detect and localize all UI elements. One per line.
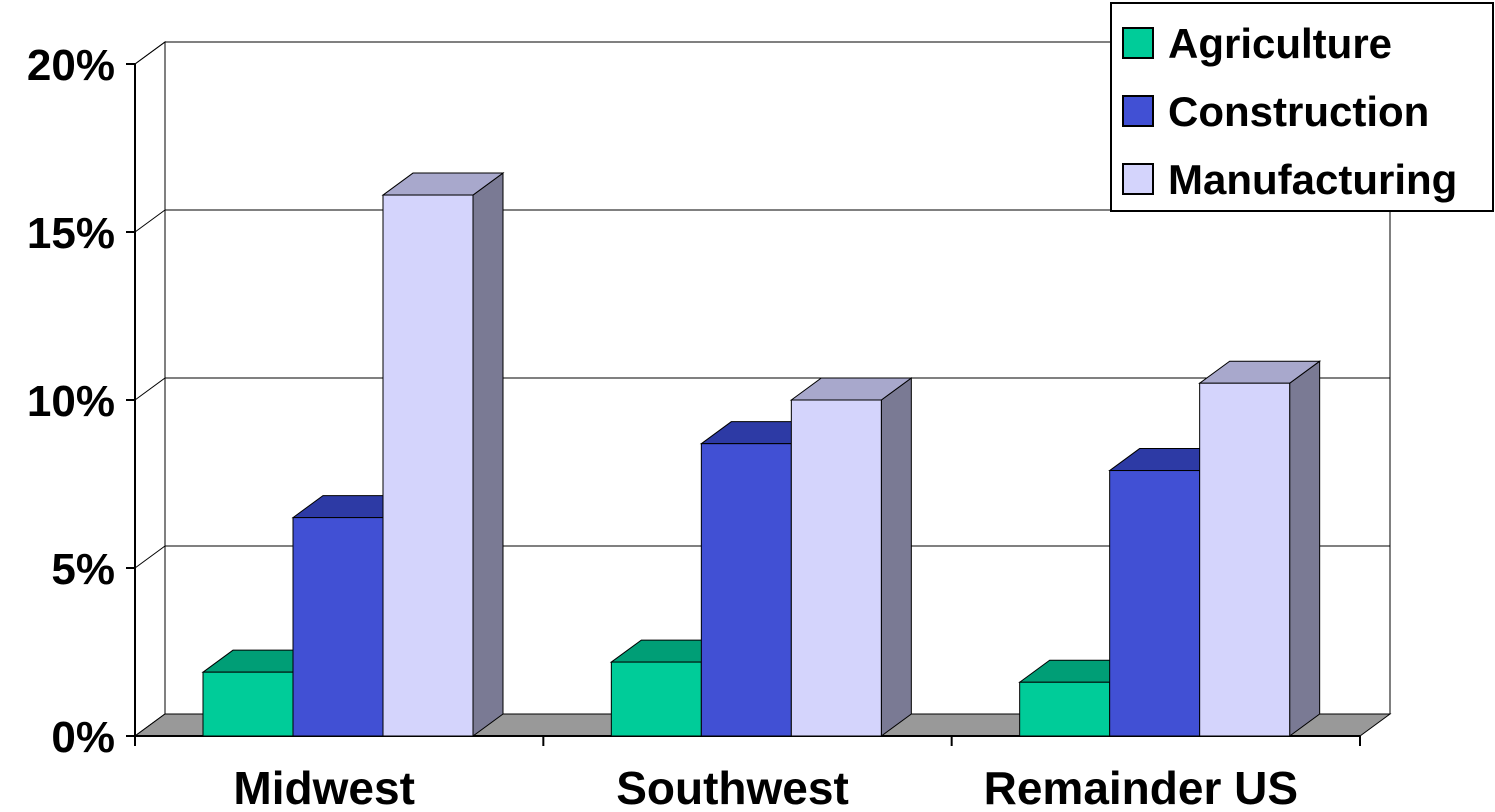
gridline-side	[134, 377, 166, 401]
category-labels: Midwest Southwest Remainder US	[233, 762, 1298, 812]
category-label: Southwest	[616, 762, 849, 812]
y-tick-label: 5%	[51, 545, 115, 594]
y-tick-label: 10%	[27, 377, 115, 426]
category-label: Remainder US	[984, 762, 1298, 812]
bar-front	[202, 671, 294, 737]
legend-swatch	[1122, 27, 1154, 59]
bar-front	[292, 517, 384, 737]
y-tick-label: 15%	[27, 209, 115, 258]
bar-front	[610, 661, 702, 737]
bar-front	[790, 399, 882, 737]
legend-label: Manufacturing	[1168, 156, 1457, 203]
y-tick-labels: 0% 5% 10% 15% 20%	[27, 41, 115, 762]
bar-front	[1109, 470, 1201, 737]
gridline-side	[134, 41, 166, 65]
bar-front	[1019, 681, 1111, 737]
bar-front	[1199, 382, 1291, 737]
bar-front	[700, 443, 792, 737]
y-tick-label: 20%	[27, 41, 115, 90]
bar-side	[472, 172, 504, 737]
bar	[381, 172, 505, 737]
bar-side	[1289, 360, 1321, 737]
y-tick-label: 0%	[51, 713, 115, 762]
legend-swatch	[1122, 163, 1154, 195]
gridline-side	[134, 209, 166, 233]
legend: Agriculture Construction Manufacturing	[1110, 2, 1494, 212]
legend-label: Agriculture	[1168, 20, 1392, 67]
bars	[201, 172, 1322, 737]
category-label: Midwest	[233, 762, 414, 812]
bar-front	[382, 194, 474, 737]
bar	[789, 377, 913, 737]
bar	[1198, 360, 1322, 737]
legend-label: Construction	[1168, 88, 1429, 135]
gridline-side	[134, 545, 166, 569]
legend-swatch	[1122, 95, 1154, 127]
legend-box	[1110, 2, 1494, 212]
bar-side	[880, 377, 912, 737]
